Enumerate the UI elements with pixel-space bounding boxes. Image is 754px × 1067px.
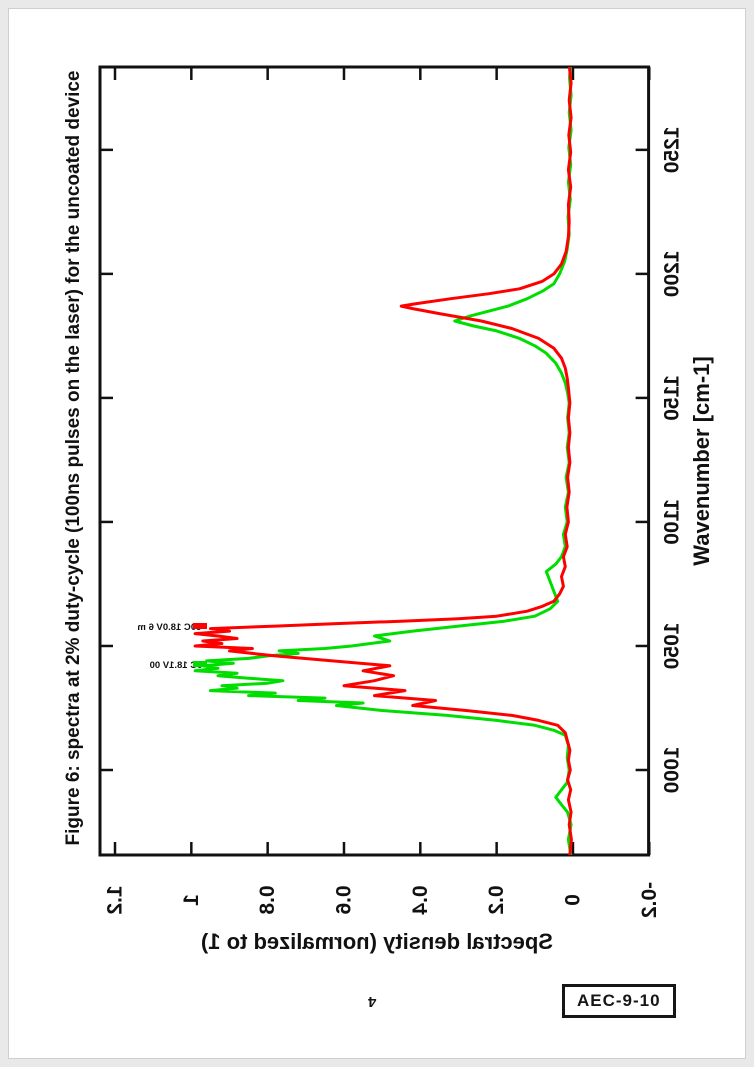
- plot-area: 1000 1050 1100 1150 1200 1250 1.2 1 0.8 0.6 0.4 0.2…: [98, 65, 684, 918]
- density-tick-label: 0.4: [409, 885, 432, 915]
- wavenumber-tick-label: 1200: [661, 251, 684, 298]
- density-tick-label: 1.2: [104, 885, 127, 914]
- density-tick-label: 0.2: [485, 885, 508, 914]
- figure-caption: Figure 6: spectra at 2% duty-cycle (100n…: [63, 70, 84, 845]
- density-tick-label: 0.8: [256, 885, 279, 915]
- wavenumber-tick-label: 1250: [661, 126, 684, 173]
- density-tick-label: -0.2: [638, 882, 661, 918]
- plot-box: [98, 65, 651, 857]
- paper-page: [8, 8, 746, 1059]
- wavenumber-tick-label: 1050: [661, 623, 684, 670]
- page-number: 4: [368, 993, 377, 1010]
- y-axis-title: Spectral density (normalized to 1): [201, 929, 553, 954]
- density-tick-label: 1: [180, 894, 203, 906]
- wavenumber-tick-label: 1000: [661, 747, 684, 794]
- trace-green: [193, 67, 573, 855]
- wavenumber-tick-label: 1100: [661, 499, 684, 545]
- density-tick-label: 0.6: [332, 885, 355, 914]
- trace-red: [193, 67, 573, 855]
- wavenumber-tick-label: 1150: [661, 375, 684, 421]
- legend-label-red: -60C 18.0V 6 m: [137, 622, 204, 633]
- legend-label-green: 0C 18.1V 00: [150, 660, 203, 671]
- document-stamp: AEC-9-10: [562, 984, 676, 1018]
- density-tick-label: 0: [561, 894, 584, 906]
- x-axis-title: Wavenumber [cm-1]: [689, 356, 714, 565]
